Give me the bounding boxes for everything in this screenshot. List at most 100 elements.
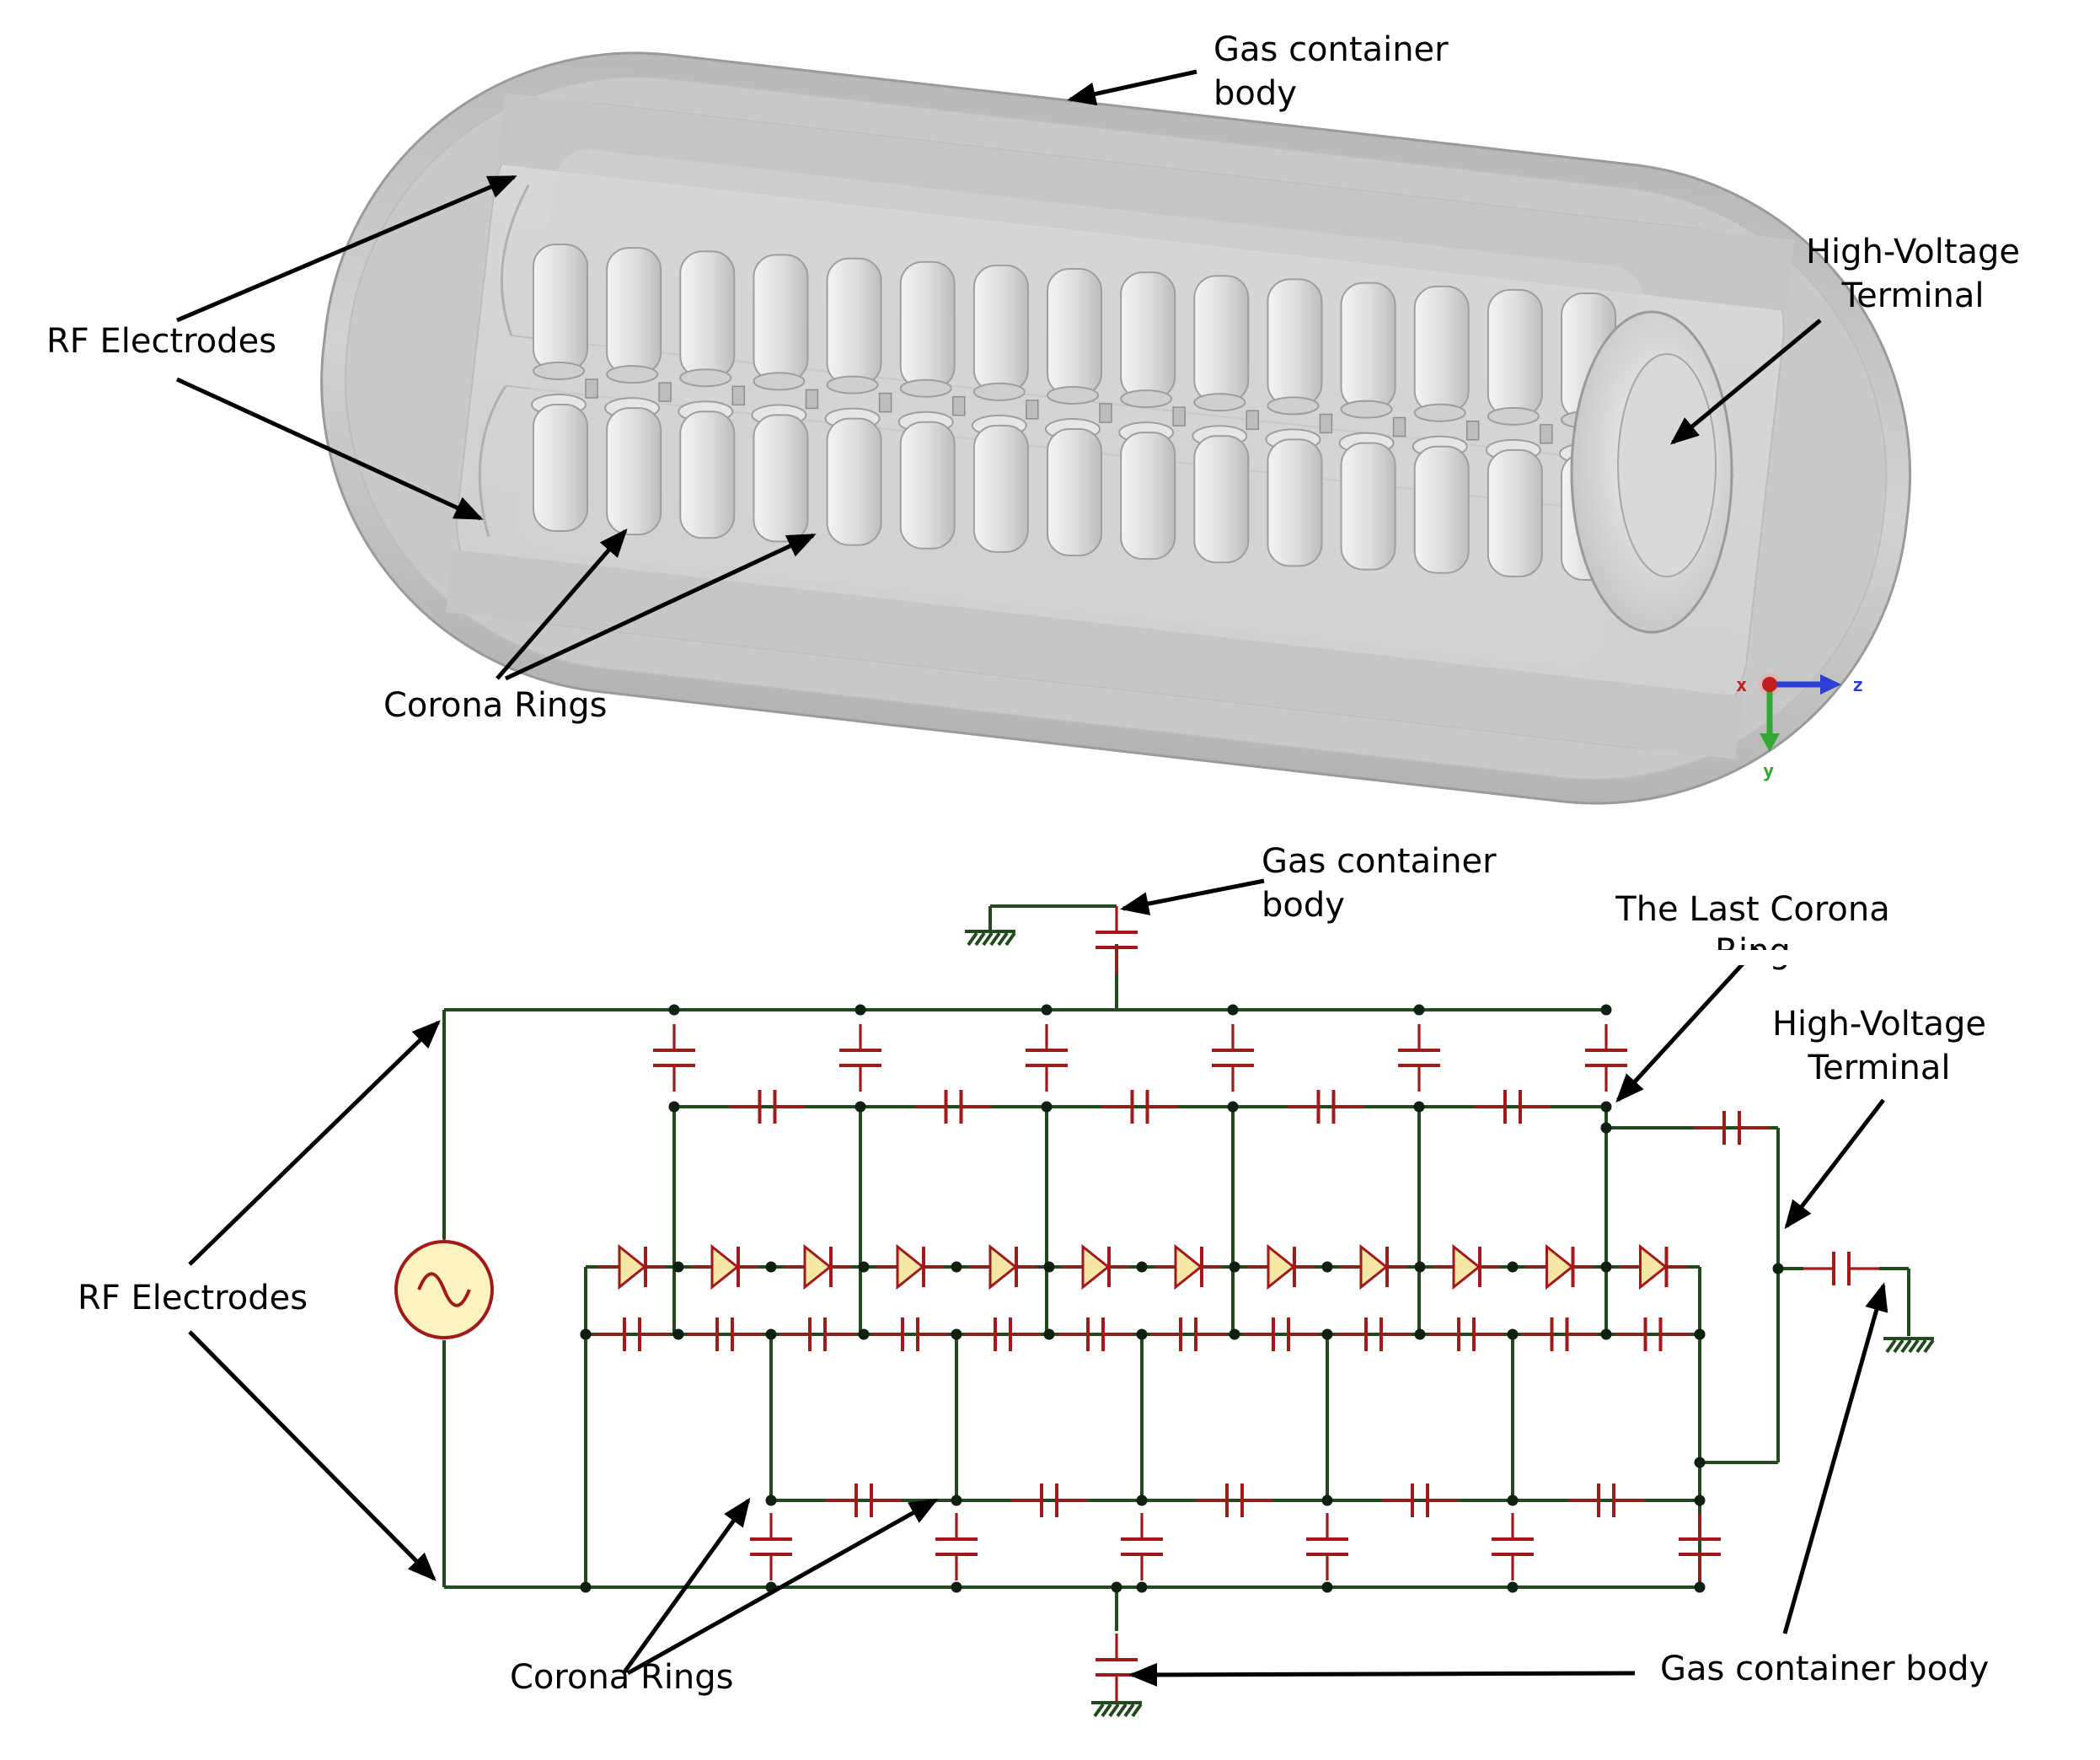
junction-node [854,1101,866,1113]
junction-node [1600,1328,1612,1340]
label-gas-container-top: Gas container body [1262,842,1497,925]
label-hv-terminal-model: High-Voltage Terminal [1806,233,2020,315]
junction-node [1227,1004,1239,1016]
capacitor-icon [1011,1484,1087,1517]
junction-node [1041,1004,1053,1016]
circuit-nodes [580,1004,1784,1593]
junction-node [1413,1004,1425,1016]
capacitor-icon [1398,1024,1440,1092]
junction-node [951,1261,962,1273]
junction-node [1694,1457,1706,1468]
capacitor-icon [1306,1513,1348,1580]
capacitor-icon [1197,1484,1272,1517]
ground-icon [965,930,1016,947]
corona-ring-3d [1045,268,1112,556]
junction-node [1321,1494,1333,1506]
capacitor-icon [1336,1317,1412,1351]
junction-node [1136,1261,1148,1273]
axis-y-label: y [1763,761,1774,782]
junction-node [858,1261,870,1273]
label-corona-rings-circuit: Corona Rings [510,1658,734,1697]
arrow-hv-terminal [1784,1098,1885,1230]
accelerator-3d-model: x z y Gas container body RF Electrodes Hi… [46,30,2020,805]
junction-node [1414,1261,1426,1273]
capacitor-icon [1615,1317,1691,1351]
arrow-gas-container-top [1120,878,1265,915]
capacitor-icon [1475,1090,1551,1124]
capacitor-icon [1101,1090,1178,1124]
junction-node [1136,1328,1148,1340]
junction-node [765,1494,777,1506]
junction-node [1507,1328,1519,1340]
junction-node [668,1004,680,1016]
diode-icon [691,1243,758,1290]
capacitor-icon [1150,1317,1226,1351]
label-rf-electrodes-circuit: RF Electrodes [78,1279,308,1317]
capacitor-icon [1243,1317,1319,1351]
diode-icon [1340,1243,1407,1290]
label-hv-terminal-circuit: High-Voltage Terminal [1772,1005,1986,1087]
capacitor-icon [1058,1317,1133,1351]
junction-node [1413,1101,1425,1113]
corona-ring-3d [751,254,819,543]
junction-node [765,1261,777,1273]
arrow-gas-container-right [1782,1282,1888,1634]
junction-node [1694,1581,1706,1593]
junction-node [1136,1581,1148,1593]
capacitor-icon [872,1317,948,1351]
junction-node [1041,1101,1053,1113]
corona-ring-3d [604,247,672,536]
junction-node [580,1581,592,1593]
capacitor-icon [750,1513,792,1580]
label-gas-container-model: Gas container body [1213,30,1449,113]
junction-node [672,1261,684,1273]
corona-ring-3d [1485,288,1553,577]
junction-node [1229,1261,1240,1273]
arrow-rf-electrode-top [188,1020,441,1266]
corona-ring-3d [824,257,892,546]
capacitor-icon [826,1484,902,1517]
junction-node [951,1328,962,1340]
arrow-corona-ring-1 [621,1497,751,1675]
junction-node [1772,1263,1784,1274]
junction-node [580,1328,592,1340]
junction-node [1600,1101,1612,1113]
capacitor-icon [1121,1513,1163,1580]
corona-ring-3d [897,260,966,550]
arrow-gas-container [1067,69,1197,106]
corona-ring-3d [531,244,598,532]
junction-node [1227,1101,1239,1113]
junction-node [1321,1328,1333,1340]
junction-node [1600,1122,1612,1134]
corona-ring-3d [1265,278,1333,567]
capacitor-icon [1585,1024,1627,1092]
corona-ring-3d [1192,275,1260,564]
capacitor-icon [687,1317,763,1351]
capacitor-icon [729,1090,806,1124]
junction-node [858,1328,870,1340]
junction-node [1321,1581,1333,1593]
capacitor-icon [1679,1513,1721,1580]
diode-icon [1433,1243,1500,1290]
arrow-rf-electrode-bottom [188,1330,437,1581]
capacitor-icon [1492,1513,1534,1580]
junction-node [1694,1494,1706,1506]
capacitor-icon [779,1317,855,1351]
high-voltage-terminal-3d [1570,310,1733,634]
junction-node [951,1494,962,1506]
arrow-corona-ring-1 [496,528,628,680]
junction-node [672,1328,684,1340]
axis-triad: x z y [1736,673,1863,782]
capacitor-icon [1096,906,1138,974]
diode-icon [1619,1243,1687,1290]
junction-node [951,1581,962,1593]
diode-icon [1247,1243,1315,1290]
capacitor-icon [1382,1484,1458,1517]
diode-icon [598,1243,666,1290]
junction-node [1600,1004,1612,1016]
corona-ring-3d [1338,282,1406,571]
junction-node [668,1101,680,1113]
capacitor-icon [1288,1090,1364,1124]
